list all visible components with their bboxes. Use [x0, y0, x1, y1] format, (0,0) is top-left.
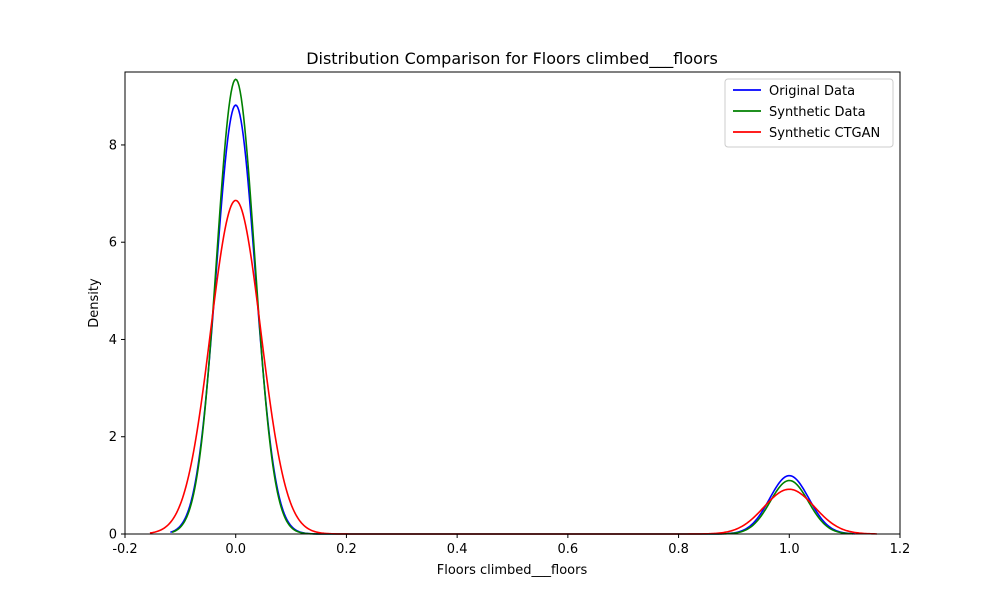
x-tick-label: 1.2: [890, 542, 911, 557]
chart-title: Distribution Comparison for Floors climb…: [306, 49, 718, 69]
legend-label-1: Original Data: [769, 84, 855, 99]
y-tick-label: 6: [109, 236, 117, 251]
series-layer: [149, 78, 877, 535]
y-axis-ticks: 0 2 4 6 8: [109, 138, 125, 543]
x-tick-label: 0.2: [336, 542, 357, 557]
legend-frame: [724, 78, 894, 148]
x-axis-ticks: -0.2 0.0 0.2 0.4 0.6 0.8 1.0 1.2: [112, 534, 910, 557]
legend-label-3: Synthetic CTGAN: [769, 126, 880, 141]
x-tick-label: -0.2: [112, 542, 137, 557]
x-tick-label: 0.0: [225, 542, 246, 557]
y-tick-label: 2: [109, 430, 117, 445]
y-tick-label: 8: [109, 138, 117, 153]
y-tick-label: 4: [109, 333, 117, 348]
x-tick-label: 0.8: [668, 542, 689, 557]
y-axis-label: Density: [87, 278, 102, 328]
legend: Original Data Synthetic Data Synthetic CTG…: [724, 78, 894, 148]
y-tick-label: 0: [109, 528, 117, 543]
series-line-3: [149, 199, 877, 535]
x-axis-label: Floors climbed___floors: [437, 563, 588, 578]
x-tick-label: 0.6: [558, 542, 579, 557]
legend-label-2: Synthetic Data: [769, 105, 866, 120]
plot-frame: [124, 71, 901, 535]
x-tick-label: 1.0: [779, 542, 800, 557]
x-tick-label: 0.4: [447, 542, 468, 557]
